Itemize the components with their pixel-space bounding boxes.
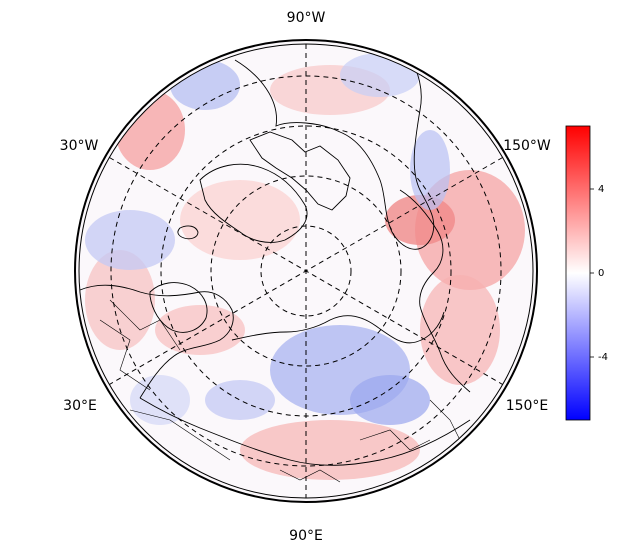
map-frame-inner <box>78 43 534 499</box>
anomaly-negative-ural <box>205 380 275 420</box>
border-segment <box>99 319 151 391</box>
anomaly-positive-alaska <box>385 195 455 245</box>
colorbar-tick-label: -4 <box>598 352 608 363</box>
anomaly-positive-europe <box>85 250 155 350</box>
lon-label-lower-right: 150°E <box>506 398 549 414</box>
lon-label-top: 90°W <box>287 10 326 26</box>
map-disc <box>74 39 538 503</box>
border-segment <box>279 469 341 483</box>
lon-label-lower-left: 30°E <box>63 398 97 414</box>
coastline-canadian-archipelago <box>249 131 351 211</box>
latitude-circle <box>210 175 402 367</box>
political-borders <box>99 299 461 483</box>
anomaly-negative-laptev <box>350 375 430 425</box>
lon-label-upper-right: 150°W <box>503 138 551 154</box>
map-frame-outer <box>74 39 538 503</box>
border-segment <box>129 409 231 461</box>
coastline-north-america <box>234 59 435 250</box>
anomaly-negative-yukon <box>410 130 450 210</box>
graticule <box>109 44 503 498</box>
coastline-scandinavia <box>149 282 208 333</box>
coastline-greenland <box>199 163 308 243</box>
coastline-east-asia <box>139 397 471 466</box>
anomaly-negative-north-atlantic <box>85 210 175 270</box>
anomaly-positive-greenland <box>180 180 300 260</box>
coastline-siberia <box>231 311 445 344</box>
coastline-europe <box>79 284 234 399</box>
border-segment <box>359 429 431 451</box>
meridian-150w-30e <box>109 157 503 385</box>
coastline-alaska <box>399 189 471 393</box>
lon-label-upper-left: 30°W <box>60 138 99 154</box>
coastline-iceland <box>177 225 199 240</box>
border-segment <box>109 299 181 351</box>
anomaly-positive-scandinavia <box>155 305 245 355</box>
colorbar-tick-label: 4 <box>598 184 604 195</box>
colorbar: 4 0 -4 <box>565 125 608 421</box>
lon-label-bottom: 90°E <box>289 528 323 544</box>
anomaly-positive-kamchatka <box>420 275 500 385</box>
coastlines <box>79 59 471 466</box>
colorbar-tick-label: 0 <box>598 268 604 279</box>
anomaly-positive-siberia <box>240 420 420 480</box>
anomaly-field <box>79 44 525 498</box>
colorbar-gradient <box>565 125 591 421</box>
border-segment <box>429 399 461 441</box>
